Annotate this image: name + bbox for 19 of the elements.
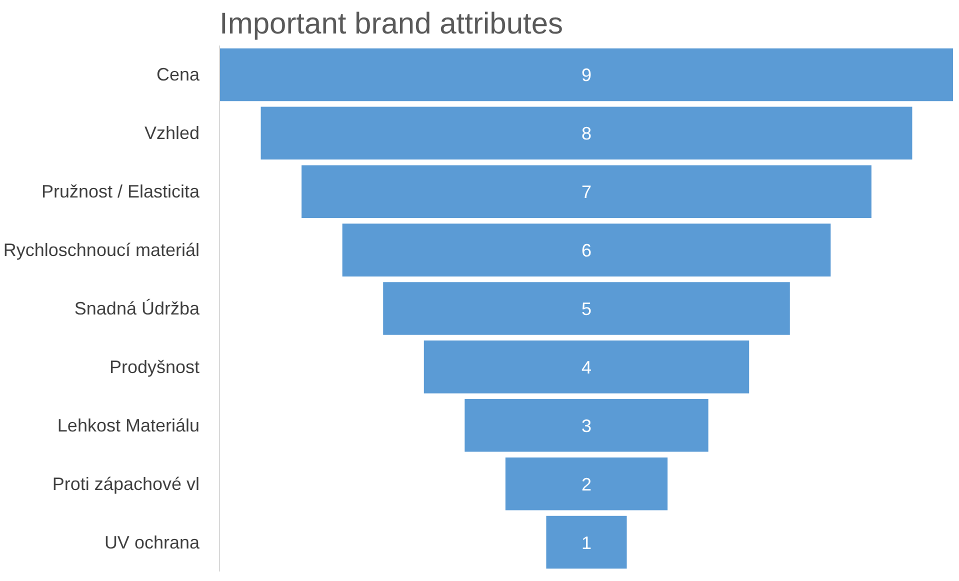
category-label: Pružnost / Elasticita — [41, 182, 200, 202]
data-label: 9 — [581, 65, 592, 86]
category-label: Proti zápachové vl — [52, 474, 200, 494]
category-label: Cena — [156, 64, 200, 85]
category-label: Rychloschnoucí materiál — [3, 240, 200, 260]
category-label: Lehkost Materiálu — [57, 415, 200, 436]
category-label: Vzhled — [144, 123, 200, 144]
data-label: 1 — [581, 532, 592, 553]
data-label: 6 — [581, 240, 592, 261]
data-label: 3 — [581, 416, 592, 436]
category-label: Snadná Údržba — [74, 298, 200, 318]
data-label: 5 — [581, 299, 592, 319]
data-label: 8 — [581, 124, 592, 144]
data-label: 4 — [581, 357, 592, 378]
data-label: 2 — [581, 474, 592, 494]
data-label: 7 — [581, 182, 592, 202]
category-label: UV ochrana — [104, 532, 200, 552]
text: Important brand attributes — [220, 8, 564, 40]
category-label: Prodyšnost — [109, 356, 200, 377]
